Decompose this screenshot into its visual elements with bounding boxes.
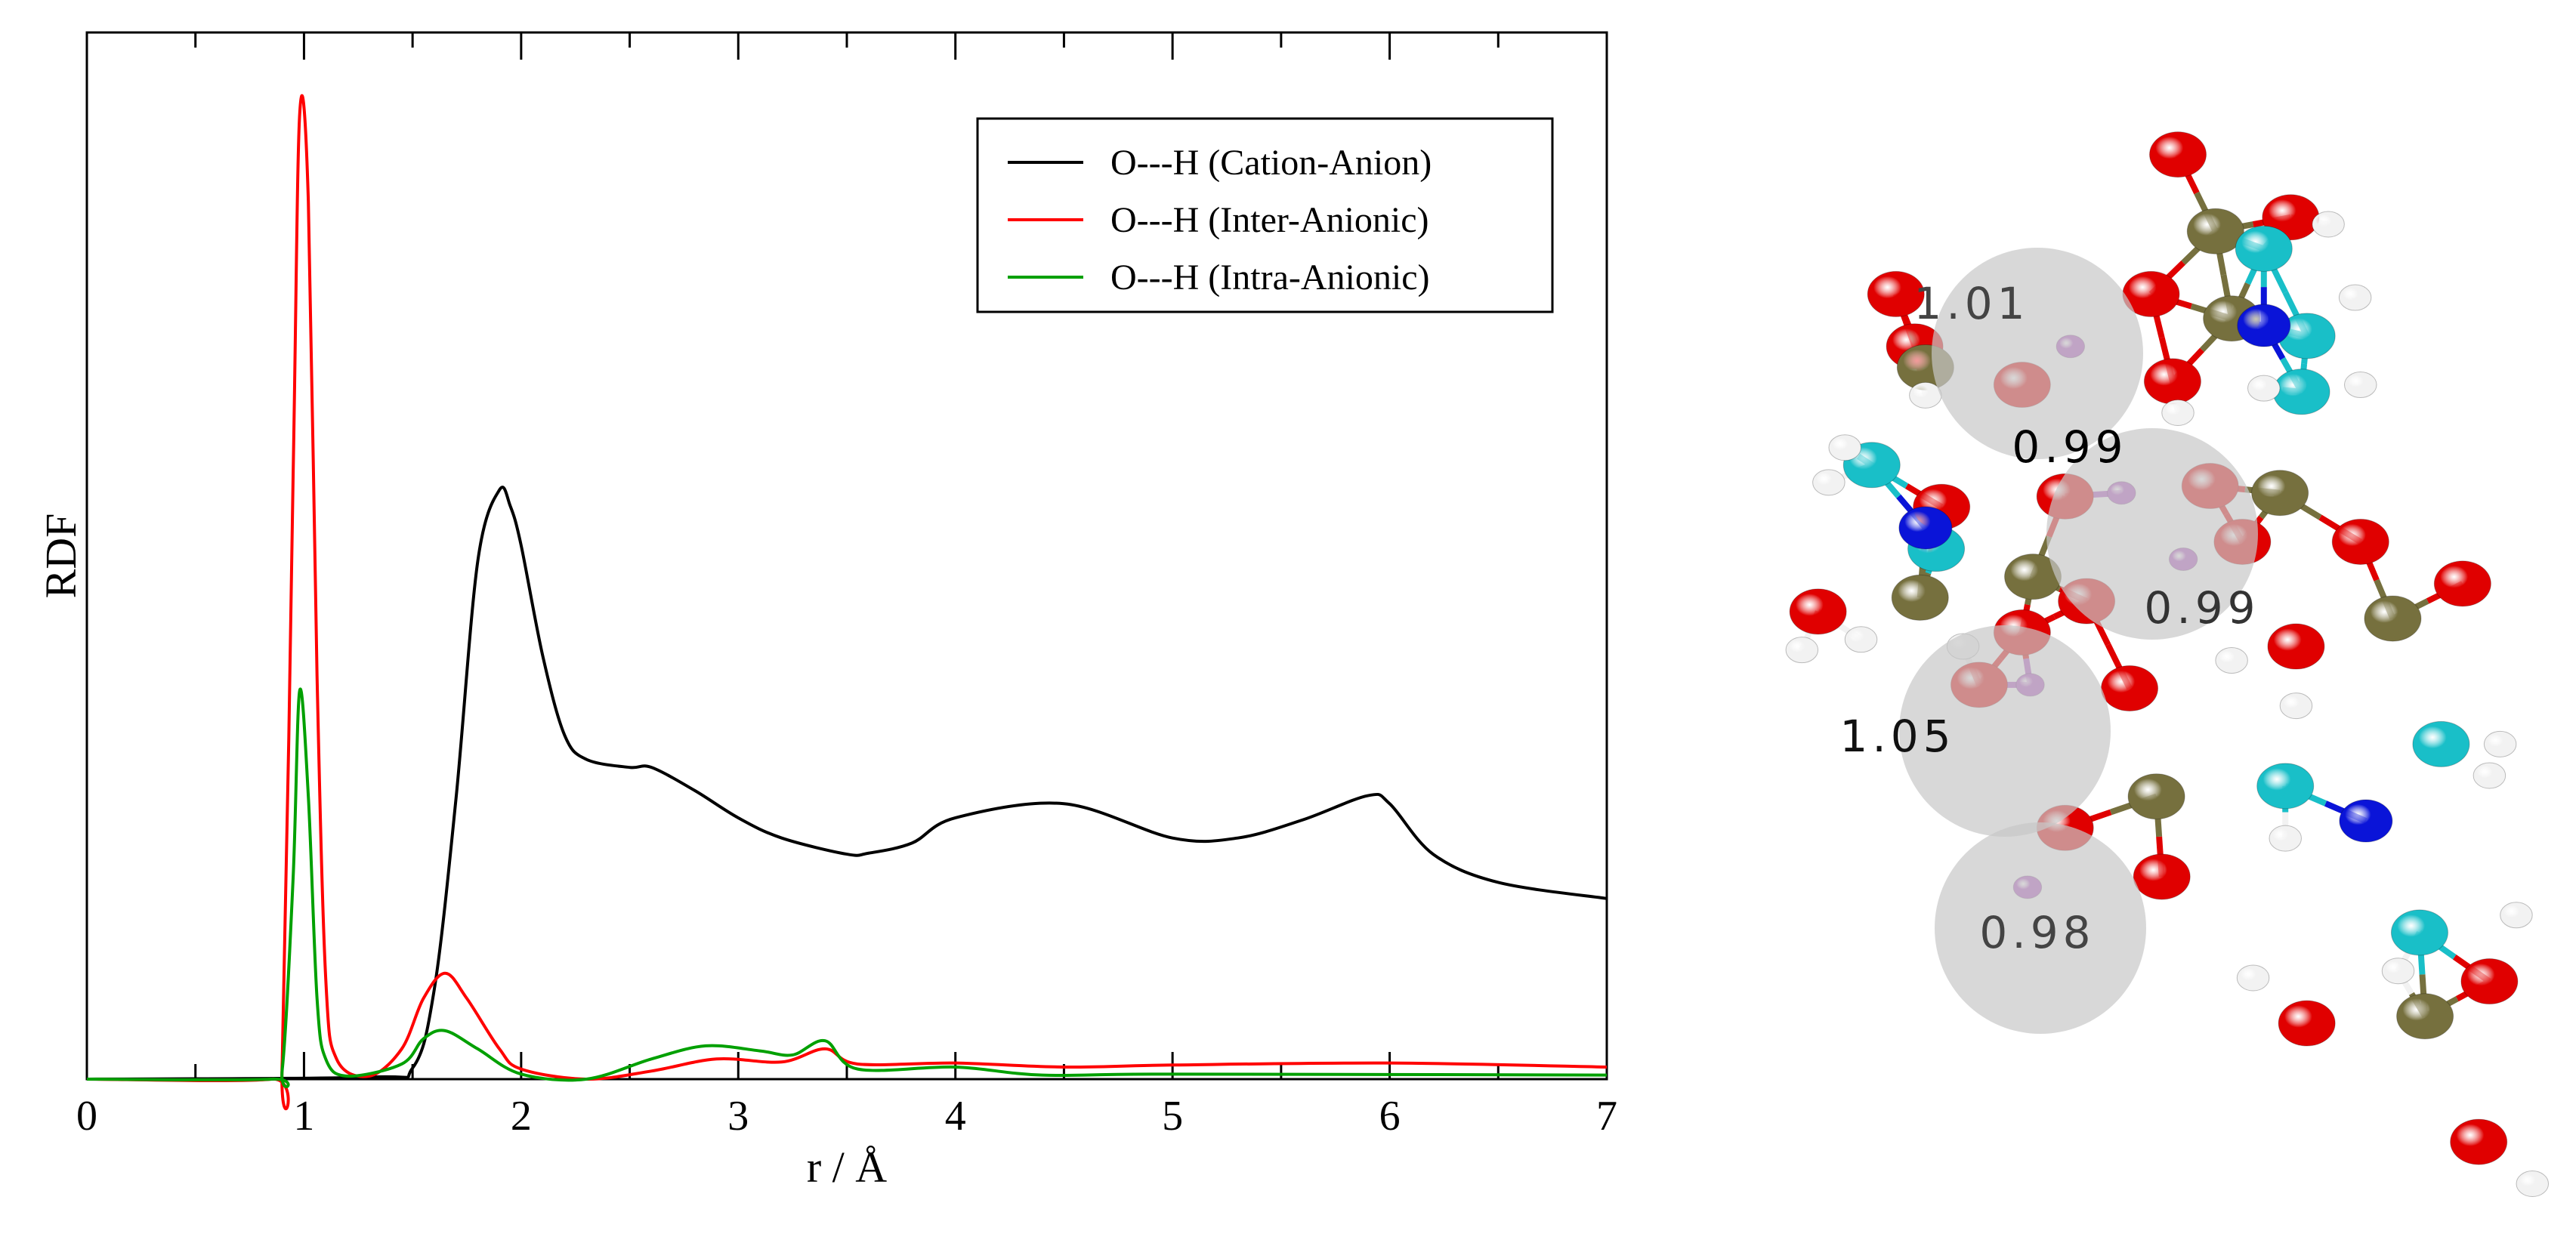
atom-H <box>2269 825 2302 852</box>
atom-H <box>2236 964 2270 992</box>
hbond-highlight-circle <box>1932 248 2143 459</box>
atom-C <box>1891 574 1949 621</box>
atom-H <box>2381 958 2415 985</box>
x-tick-label: 5 <box>1162 1093 1183 1140</box>
hbond-highlight-circle <box>1935 822 2146 1034</box>
series-line-1 <box>86 94 1608 1111</box>
bond-length-label: 0.99 <box>2144 582 2259 634</box>
bond-length-label: 1.01 <box>1913 278 2029 329</box>
atom-H <box>2473 762 2507 789</box>
atom-O <box>2278 1000 2336 1047</box>
x-tick-label: 2 <box>511 1093 532 1140</box>
atom-O <box>1867 270 1925 317</box>
atom-CH <box>2256 763 2315 810</box>
atom-O <box>2450 1118 2508 1165</box>
atom-H <box>2338 284 2372 311</box>
x-tick-labels: 0 1 2 3 4 5 6 7 <box>76 1093 1617 1140</box>
series-line-0 <box>86 486 1608 1081</box>
x-tick-label: 1 <box>293 1093 314 1140</box>
atom-C <box>2127 773 2185 820</box>
legend-entry: O---H (Cation-Anion) <box>1110 143 1432 183</box>
atom-H <box>2161 399 2195 426</box>
atom-O <box>2460 958 2519 1005</box>
atom-N <box>1898 506 1953 550</box>
atom-O <box>2143 358 2201 405</box>
atom-C <box>2396 993 2454 1040</box>
atom-CH <box>2412 720 2470 767</box>
atom-N <box>2237 304 2291 347</box>
atom-CH <box>2390 909 2448 956</box>
molecule-structure: 1.01 0.99 0.99 1.05 0.98 <box>1785 131 2550 1198</box>
atom-H <box>1785 637 1819 664</box>
atom-C <box>2251 470 2309 517</box>
atom-CH <box>2272 369 2330 415</box>
legend: O---H (Cation-Anion) O---H (Inter-Anionic… <box>976 117 1554 313</box>
atom-H <box>2247 375 2281 402</box>
atom-H <box>2500 902 2533 929</box>
hbond-highlight-circle <box>1899 625 2111 837</box>
series-lines <box>86 94 1608 1111</box>
bond-length-label: 1.05 <box>1839 711 1955 762</box>
atom-H <box>1812 469 1846 496</box>
x-axis-label: r / Å <box>807 1143 887 1192</box>
atom-H <box>2344 372 2377 399</box>
legend-box <box>976 117 1554 313</box>
x-tick-label: 0 <box>76 1093 97 1140</box>
atom-O <box>2267 623 2325 670</box>
atom-O <box>2149 131 2207 178</box>
hbond-highlight-circle <box>2046 428 2258 640</box>
atom-O <box>2331 518 2389 565</box>
atoms <box>1785 131 2550 1198</box>
series-line-2 <box>86 687 1608 1088</box>
axis-ticks <box>85 32 1608 1079</box>
y-axis-label: RDF <box>36 514 85 599</box>
bond-length-label: 0.98 <box>1979 907 2095 958</box>
atom-O <box>2433 560 2491 607</box>
atom-O <box>1789 588 1847 635</box>
legend-entry: O---H (Inter-Anionic) <box>1110 200 1429 240</box>
atom-H <box>1909 381 1942 409</box>
legend-entry: O---H (Intra-Anionic) <box>1110 258 1429 298</box>
x-tick-label: 7 <box>1596 1093 1617 1140</box>
atom-CH <box>2235 225 2293 272</box>
atom-H <box>1828 434 1861 461</box>
bond-length-label: 0.99 <box>2012 421 2127 473</box>
atom-N <box>2339 799 2393 843</box>
atom-C <box>2364 595 2422 642</box>
atom-O <box>2101 665 2159 711</box>
x-tick-label: 6 <box>1379 1093 1401 1140</box>
atom-H <box>2516 1171 2550 1198</box>
atom-H <box>2279 692 2313 720</box>
atom-C <box>2186 208 2244 254</box>
atom-H <box>2312 211 2345 238</box>
atom-H <box>2483 730 2517 757</box>
atom-H <box>1844 626 1878 653</box>
x-tick-label: 4 <box>945 1093 966 1140</box>
x-tick-label: 3 <box>727 1093 749 1140</box>
atom-O <box>2133 853 2191 900</box>
atom-H <box>2215 647 2248 674</box>
